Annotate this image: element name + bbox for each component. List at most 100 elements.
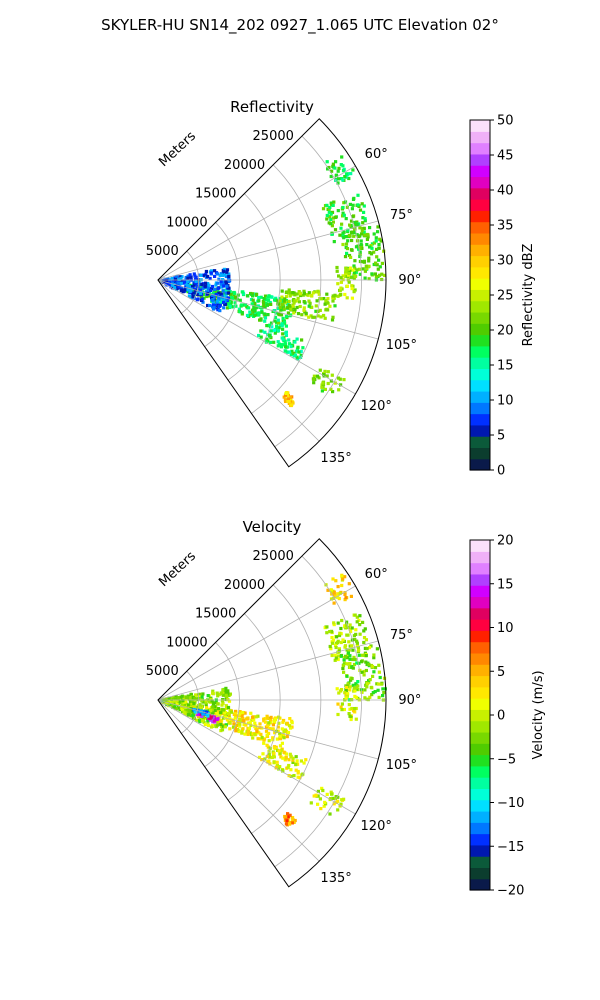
radar-echo-cell: [299, 350, 303, 354]
radar-echo-cell: [336, 209, 340, 213]
radar-echo-cell: [309, 314, 313, 318]
radar-echo-cell: [325, 203, 329, 207]
radar-echo-cell: [332, 621, 336, 625]
radar-echo-cell: [231, 305, 235, 309]
radar-echo-cell: [206, 303, 210, 308]
radar-echo-cell: [357, 661, 361, 665]
radar-echo-cell: [251, 292, 255, 296]
radar-echo-cell: [326, 297, 330, 301]
radar-echo-cell: [342, 378, 346, 382]
radar-echo-cell: [339, 163, 343, 167]
radar-echo-cell: [213, 705, 217, 709]
radar-echo-cell: [269, 718, 273, 722]
radar-echo-cell: [178, 697, 183, 701]
radar-echo-cell: [211, 303, 215, 307]
radar-echo-cell: [345, 620, 349, 624]
radar-echo-cell: [336, 376, 341, 380]
colorbar-segment: [470, 822, 490, 835]
radar-echo-cell: [315, 299, 319, 303]
radar-echo-cell: [284, 330, 288, 334]
radar-echo-cell: [238, 298, 242, 302]
radar-echo-cell: [347, 176, 351, 181]
radar-echo-cell: [291, 291, 295, 295]
radar-echo-cell: [355, 233, 359, 237]
radar-echo-cell: [210, 293, 214, 297]
colorbar-segment: [470, 244, 490, 257]
radar-echo-cell: [333, 215, 337, 219]
radar-echo-cell: [348, 202, 352, 206]
radar-echo-cell: [296, 312, 301, 316]
colorbar-segment: [470, 777, 490, 789]
radar-echo-cell: [234, 723, 238, 727]
radar-echo-cell: [262, 717, 266, 721]
radar-echo-cell: [236, 728, 240, 732]
radar-echo-cell: [234, 709, 238, 713]
radar-echo-cell: [167, 696, 171, 700]
range-ring: [227, 613, 281, 801]
radar-echo-cell: [336, 282, 340, 286]
radar-echo-cell: [237, 712, 242, 716]
radar-echo-cell: [177, 706, 181, 710]
radar-echo-cell: [331, 220, 335, 224]
radar-echo-cell: [285, 306, 290, 310]
radar-echo-cell: [210, 699, 214, 703]
radar-echo-cell: [329, 797, 333, 801]
radar-echo-cell: [223, 688, 227, 692]
radar-echo-cell: [283, 297, 287, 301]
radar-echo-cell: [376, 688, 380, 692]
range-ring: [227, 193, 281, 381]
radar-echo-cell: [331, 203, 335, 207]
radar-echo-cell: [370, 664, 375, 669]
radar-echo-cell: [199, 273, 203, 277]
radar-echo-cell: [226, 698, 230, 702]
radar-echo-cell: [302, 306, 306, 310]
radar-echo-cell: [263, 294, 268, 298]
radar-echo-cell: [370, 246, 374, 250]
radar-echo-cell: [363, 688, 367, 692]
radar-echo-cell: [208, 716, 212, 720]
radial-tick-label: 20000: [224, 158, 265, 173]
radar-echo-cell: [379, 239, 383, 243]
radar-echo-cell: [302, 761, 306, 765]
radar-echo-cell: [226, 705, 231, 710]
radar-echo-cell: [228, 727, 232, 731]
radar-echo-cell: [246, 294, 250, 298]
colorbar-segment: [470, 345, 490, 358]
radar-echo-cell: [265, 754, 269, 759]
azimuth-tick-label: 60°: [365, 147, 388, 162]
radar-echo-cell: [276, 725, 280, 729]
radar-echo-cell: [277, 721, 281, 725]
radar-echo-cell: [198, 292, 202, 296]
radar-echo-cell: [368, 678, 372, 682]
radar-echo-cell: [302, 291, 306, 295]
radar-echo-cell: [246, 729, 251, 733]
radar-echo-cell: [243, 732, 247, 736]
radar-echo-cell: [193, 277, 198, 282]
radar-echo-cell: [171, 283, 175, 287]
radar-echo-cell: [329, 212, 333, 216]
radar-echo-cell: [175, 699, 179, 703]
radar-echo-cell: [356, 193, 360, 197]
radar-echo-cell: [263, 305, 267, 309]
radar-echo-cell: [351, 203, 355, 207]
radar-echo-cell: [304, 758, 308, 762]
radar-echo-cell: [351, 215, 355, 219]
radial-tick-label: 10000: [166, 215, 207, 230]
colorbar-segment: [470, 765, 490, 778]
radar-echo-cell: [339, 226, 343, 230]
radar-echo-cell: [281, 316, 285, 320]
radar-echo-cell: [272, 719, 276, 723]
radar-echo-cell: [281, 332, 285, 336]
radar-echo-cell: [338, 591, 342, 595]
radar-echo-cell: [375, 263, 379, 267]
radar-echo-cell: [245, 305, 249, 309]
radar-echo-cell: [277, 767, 281, 771]
radar-echo-cell: [273, 319, 277, 323]
radar-echo-cell: [344, 626, 348, 630]
radar-echo-cell: [206, 287, 210, 291]
radar-echo-cell: [224, 274, 228, 279]
radar-echo-cell: [263, 312, 267, 316]
radar-echo-cell: [369, 252, 374, 256]
radar-echo-cell: [231, 725, 236, 729]
radar-echo-cell: [191, 289, 195, 293]
